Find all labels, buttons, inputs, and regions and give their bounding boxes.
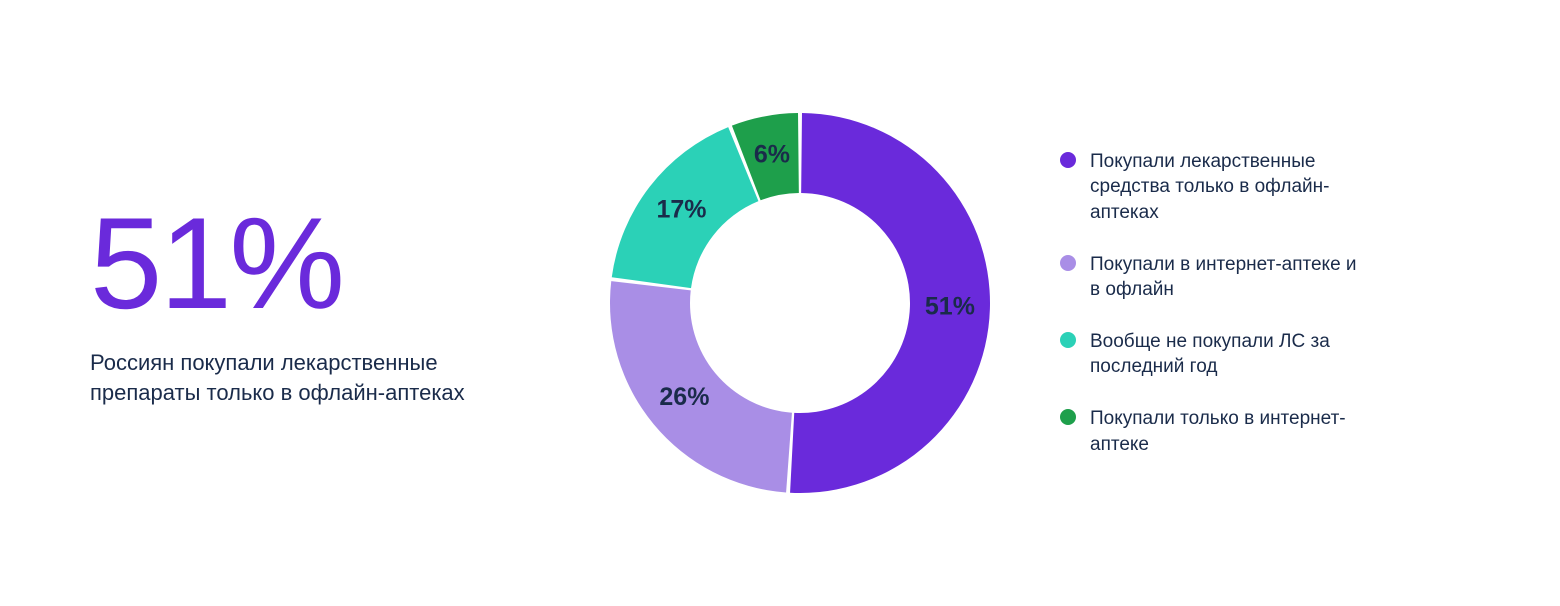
- legend: Покупали лекарственные средства только в…: [1060, 149, 1470, 458]
- donut-slice-label: 51%: [925, 292, 975, 320]
- legend-item: Покупали только в интернет-аптеке: [1060, 406, 1470, 457]
- donut-slice-label: 26%: [659, 383, 709, 411]
- legend-dot-icon: [1060, 255, 1076, 271]
- legend-item: Покупали в интернет-аптеке и в офлайн: [1060, 252, 1470, 303]
- donut-chart: 51% 26% 17% 6%: [610, 113, 990, 493]
- headline-description: Россиян покупали лекарственные препараты…: [90, 348, 480, 407]
- donut-slice-label: 17%: [656, 196, 706, 224]
- donut-slice-label: 6%: [754, 140, 790, 168]
- legend-dot-icon: [1060, 152, 1076, 168]
- legend-label: Покупали только в интернет-аптеке: [1090, 406, 1370, 457]
- legend-item: Вообще не покупали ЛС за последний год: [1060, 329, 1470, 380]
- legend-dot-icon: [1060, 332, 1076, 348]
- legend-dot-icon: [1060, 409, 1076, 425]
- headline-percentage: 51%: [90, 198, 520, 328]
- legend-item: Покупали лекарственные средства только в…: [1060, 149, 1470, 226]
- headline-block: 51% Россиян покупали лекарственные препа…: [90, 198, 520, 407]
- legend-label: Вообще не покупали ЛС за последний год: [1090, 329, 1370, 380]
- donut-svg: 51% 26% 17% 6%: [610, 113, 990, 493]
- legend-label: Покупали в интернет-аптеке и в офлайн: [1090, 252, 1370, 303]
- legend-label: Покупали лекарственные средства только в…: [1090, 149, 1370, 226]
